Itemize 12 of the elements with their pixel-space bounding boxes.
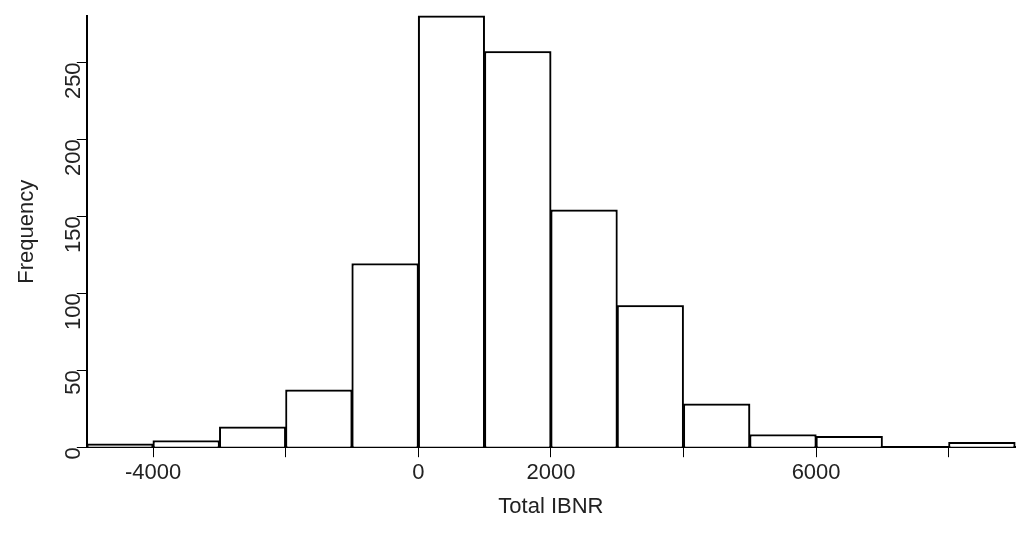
y-axis-title: Frequency — [13, 179, 39, 284]
y-tick-label: 200 — [59, 139, 85, 177]
y-tick-label: 100 — [59, 293, 85, 330]
y-tick-label: 50 — [59, 370, 85, 395]
x-tick-label: 0 — [412, 459, 425, 485]
x-axis-title: Total IBNR — [498, 492, 604, 518]
x-tick-label: -4000 — [124, 459, 182, 485]
x-tick-label: 2000 — [526, 459, 576, 485]
x-tick-label: 6000 — [791, 459, 841, 485]
y-tick-label: 0 — [59, 447, 85, 460]
y-tick-label: 150 — [59, 216, 85, 254]
y-tick-label: 250 — [59, 62, 85, 100]
